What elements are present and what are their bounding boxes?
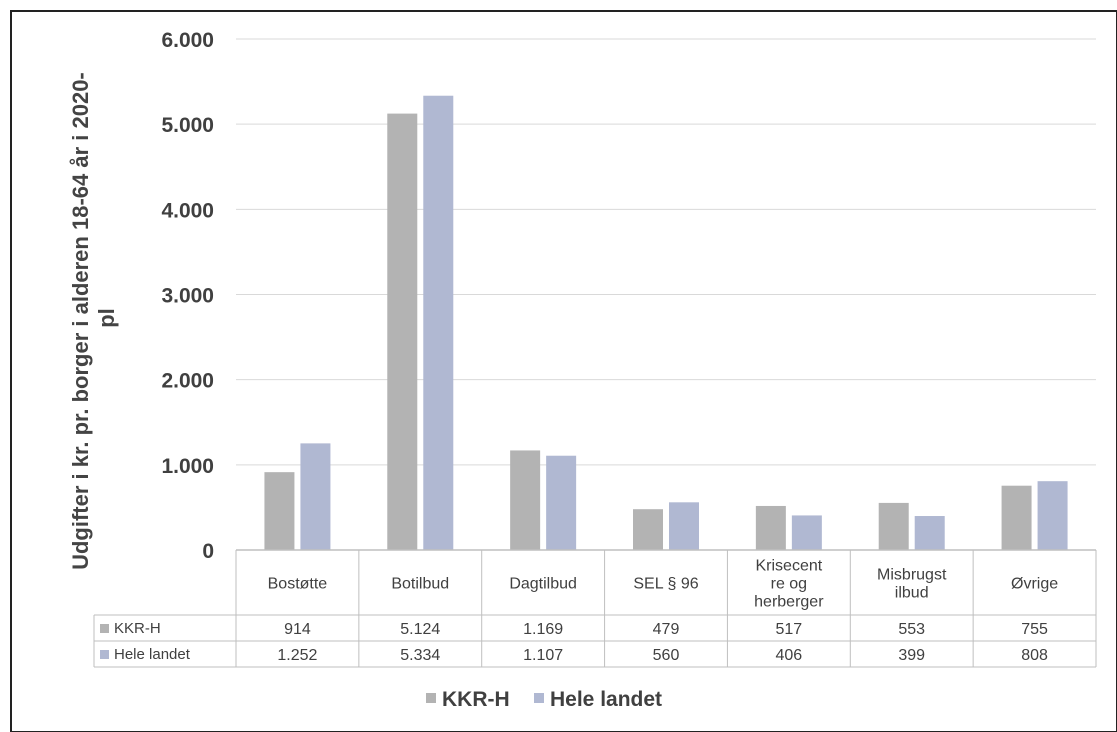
x-category-label-line: Dagtilbud	[509, 576, 577, 593]
y-tick-label: 0	[202, 540, 214, 563]
data-label: 1.252	[277, 647, 317, 664]
y-axis: 0 1.000 2.000 3.000 4.000 5.000 6.000	[161, 29, 214, 563]
bar-kkr-h	[878, 502, 909, 550]
bar-hele-landet	[546, 455, 577, 550]
data-label: 517	[776, 621, 803, 638]
y-axis-title-line-2: pl	[94, 308, 119, 328]
y-axis-title: Udgifter i kr. pr. borger i alderen 18-6…	[68, 66, 119, 570]
x-category-label-line: Botilbud	[391, 576, 449, 593]
x-category-label: Dagtilbud	[509, 576, 577, 593]
y-tick-label: 5.000	[161, 114, 214, 137]
y-axis-title-line-1: Udgifter i kr. pr. borger i alderen 18-6…	[68, 72, 93, 570]
bar-hele-landet	[1037, 481, 1068, 550]
y-tick-label: 3.000	[161, 285, 214, 308]
bar-kkr-h	[264, 472, 295, 550]
bar-hele-landet	[300, 443, 331, 550]
legend-swatch	[426, 693, 436, 703]
bar-kkr-h	[633, 509, 663, 550]
x-category-label-line: herberger	[754, 594, 824, 611]
bar-hele-landet	[914, 516, 945, 550]
table-series-key	[100, 624, 109, 633]
y-tick-label: 1.000	[161, 455, 214, 478]
x-category-label: Øvrige	[1011, 576, 1058, 593]
data-label: 553	[898, 621, 925, 638]
data-label: 560	[653, 647, 680, 664]
bar-hele-landet	[669, 502, 699, 550]
data-label: 406	[776, 647, 803, 664]
table-series-name: KKR-H	[114, 620, 161, 637]
x-category-label-line: Krisecent	[756, 558, 823, 575]
y-tick-label: 6.000	[161, 29, 214, 52]
bar-kkr-h	[755, 505, 786, 550]
data-label: 755	[1021, 621, 1048, 638]
x-category-label-line: Misbrugst	[877, 567, 947, 584]
table-series-key	[100, 650, 109, 659]
bars	[264, 95, 1068, 550]
x-category-label: Botilbud	[391, 576, 449, 593]
data-label: 479	[653, 621, 680, 638]
data-table: Bostøtte Botilbud Dagtilbud SEL § 96 Krisece…	[93, 549, 1097, 668]
data-label: 399	[898, 647, 925, 664]
data-label: 5.334	[400, 647, 440, 664]
legend-swatch	[534, 693, 544, 703]
data-label: 914	[284, 621, 311, 638]
bar-hele-landet	[423, 95, 454, 550]
x-category-label: SEL § 96	[633, 576, 698, 593]
bar-hele-landet	[791, 515, 822, 550]
bar-kkr-h	[1001, 485, 1032, 550]
x-category-label-line: SEL § 96	[633, 576, 698, 593]
table-series-name: Hele landet	[114, 646, 191, 663]
x-category-label: Bostøtte	[268, 576, 328, 593]
chart-border	[10, 10, 1117, 732]
data-label: 808	[1021, 647, 1048, 664]
legend-label: KKR-H	[442, 688, 510, 711]
x-category-label-line: re og	[771, 576, 807, 593]
data-label: 5.124	[400, 621, 440, 638]
bar-kkr-h	[510, 450, 541, 550]
x-category-label-line: Bostøtte	[268, 576, 328, 593]
y-tick-label: 4.000	[161, 199, 214, 222]
x-category-label-line: ilbud	[895, 585, 929, 602]
x-category-label: Misbrugst ilbud	[877, 567, 947, 602]
data-label: 1.169	[523, 621, 563, 638]
legend: KKR-H Hele landet	[426, 688, 662, 711]
bar-kkr-h	[387, 113, 418, 550]
data-label: 1.107	[523, 647, 563, 664]
x-category-label-line: Øvrige	[1011, 576, 1058, 593]
y-tick-label: 2.000	[161, 370, 214, 393]
legend-label: Hele landet	[550, 688, 662, 711]
x-category-label: Krisecent re og herberger	[754, 558, 824, 611]
